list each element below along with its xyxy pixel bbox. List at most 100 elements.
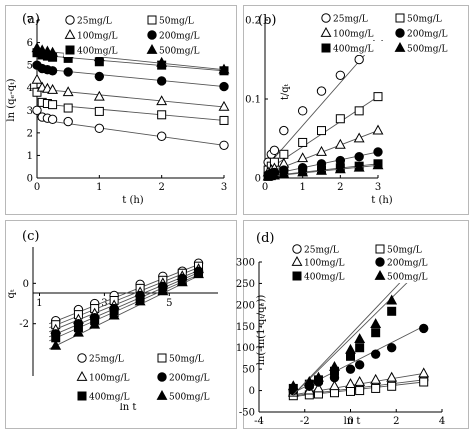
data-point xyxy=(334,163,346,174)
legend-bg xyxy=(374,255,448,269)
data-point xyxy=(317,126,326,136)
legend-label: 500mg/L xyxy=(407,45,448,55)
data-point xyxy=(278,168,290,178)
x-tick-label: 1 xyxy=(36,298,42,309)
chart-panel-4: -50 0 50 100 150 200 250 300 -4 -2 0 2 4 (d) ln t ln(-l… xyxy=(236,220,469,429)
legend-bg xyxy=(156,351,230,365)
panel-frame xyxy=(243,220,469,429)
y-tick-label: 0 xyxy=(23,279,29,290)
data-point xyxy=(157,285,169,296)
data-point xyxy=(47,114,58,125)
y-tick-label: 50 xyxy=(242,365,255,376)
x-tick-label: 2 xyxy=(158,182,164,193)
legend-marker xyxy=(76,370,88,381)
x-axis-label: t (h) xyxy=(122,195,144,206)
data-point xyxy=(287,380,299,391)
legend: 25mg/L 50mg/L 100mg/L 200mg/L 400mg/L 500mg/L xyxy=(64,13,220,57)
data-point xyxy=(176,276,188,287)
legend-label: 500mg/L xyxy=(169,393,210,403)
data-point xyxy=(370,318,382,329)
data-point xyxy=(316,164,327,175)
y-tick-label: 5 xyxy=(27,61,33,72)
data-point xyxy=(419,323,429,334)
x-axis-label: ln t xyxy=(120,402,137,413)
data-point xyxy=(50,339,62,350)
data-point xyxy=(156,76,167,86)
panel-frame xyxy=(5,220,237,429)
legend-label: 50mg/L xyxy=(407,15,442,25)
legend-marker xyxy=(321,43,331,53)
legend-bg xyxy=(320,26,394,40)
y-tick-label: 150 xyxy=(236,322,255,333)
data-point xyxy=(268,169,280,180)
series-4 xyxy=(32,60,229,92)
y-tick-label: 0 xyxy=(249,386,255,397)
legend-label: 50mg/L xyxy=(387,246,422,256)
legend-bg xyxy=(291,242,365,256)
x-tick-label: 3 xyxy=(101,298,107,309)
legend-marker xyxy=(374,269,386,280)
legend: 25mg/L 50mg/L 100mg/L 200mg/L 400mg/L 500mg/L xyxy=(320,11,468,55)
data-point xyxy=(32,105,42,115)
legend-label: 100mg/L xyxy=(89,374,130,384)
data-point xyxy=(297,106,308,116)
data-point xyxy=(62,86,74,97)
data-point xyxy=(32,87,42,97)
legend-marker xyxy=(77,391,87,401)
data-point xyxy=(386,343,397,353)
fit-line xyxy=(292,265,425,396)
y-axis-label: qₜ xyxy=(6,289,17,298)
legend-bg xyxy=(76,370,150,384)
data-point xyxy=(47,83,59,94)
y-tick-label: 7 xyxy=(27,16,33,27)
legend-marker xyxy=(292,244,302,254)
legend-label: 25mg/L xyxy=(304,246,339,256)
x-tick-label: 2 xyxy=(337,182,343,193)
data-point xyxy=(303,375,315,386)
y-tick-label: 300 xyxy=(236,258,255,269)
legend-label: 200mg/L xyxy=(387,259,428,269)
x-tick-label: -4 xyxy=(254,416,264,427)
data-point xyxy=(354,333,366,344)
data-point xyxy=(386,294,398,305)
data-point xyxy=(372,159,384,170)
data-point xyxy=(297,152,309,163)
legend-label: 100mg/L xyxy=(77,32,118,42)
data-point xyxy=(193,268,204,279)
y-tick-label: 2 xyxy=(27,128,33,139)
x-tick-label: 3 xyxy=(221,182,227,193)
legend-marker xyxy=(395,13,405,23)
data-point xyxy=(218,100,230,111)
chart-panel-3: -2 01 3 5 (c) ln t qₜ 25mg/L 50mg/L 100mg/L 200mg/… xyxy=(5,220,237,429)
y-tick-label: 1 xyxy=(27,151,33,162)
y-axis-label: t/qₜ xyxy=(280,83,291,100)
legend-marker xyxy=(65,15,75,25)
data-point xyxy=(418,367,430,378)
data-point xyxy=(63,116,73,127)
data-point xyxy=(355,343,365,353)
x-tick-label: 3 xyxy=(375,182,381,193)
legend-bg xyxy=(76,351,150,365)
legend-bg xyxy=(146,28,220,42)
data-point xyxy=(94,106,104,116)
x-tick-label: 0 xyxy=(34,182,40,193)
data-point xyxy=(373,147,383,157)
y-tick-label: 6 xyxy=(27,38,33,49)
data-point xyxy=(313,382,324,393)
data-point xyxy=(94,71,105,82)
y-tick-label: 100 xyxy=(236,343,255,354)
y-tick-label: 0.2 xyxy=(245,16,261,27)
data-point xyxy=(353,161,365,172)
data-point xyxy=(335,70,346,81)
data-point xyxy=(134,295,146,306)
legend-marker xyxy=(147,15,157,25)
legend-marker xyxy=(157,353,167,363)
legend-bg xyxy=(374,269,448,283)
data-point xyxy=(354,375,366,386)
legend-label: 25mg/L xyxy=(333,15,368,25)
legend-bg xyxy=(394,41,468,55)
y-axis-label: ln(-ln(1-qₜ/qₑ)) xyxy=(256,295,267,366)
legend-marker xyxy=(77,353,87,363)
data-point xyxy=(346,386,355,396)
